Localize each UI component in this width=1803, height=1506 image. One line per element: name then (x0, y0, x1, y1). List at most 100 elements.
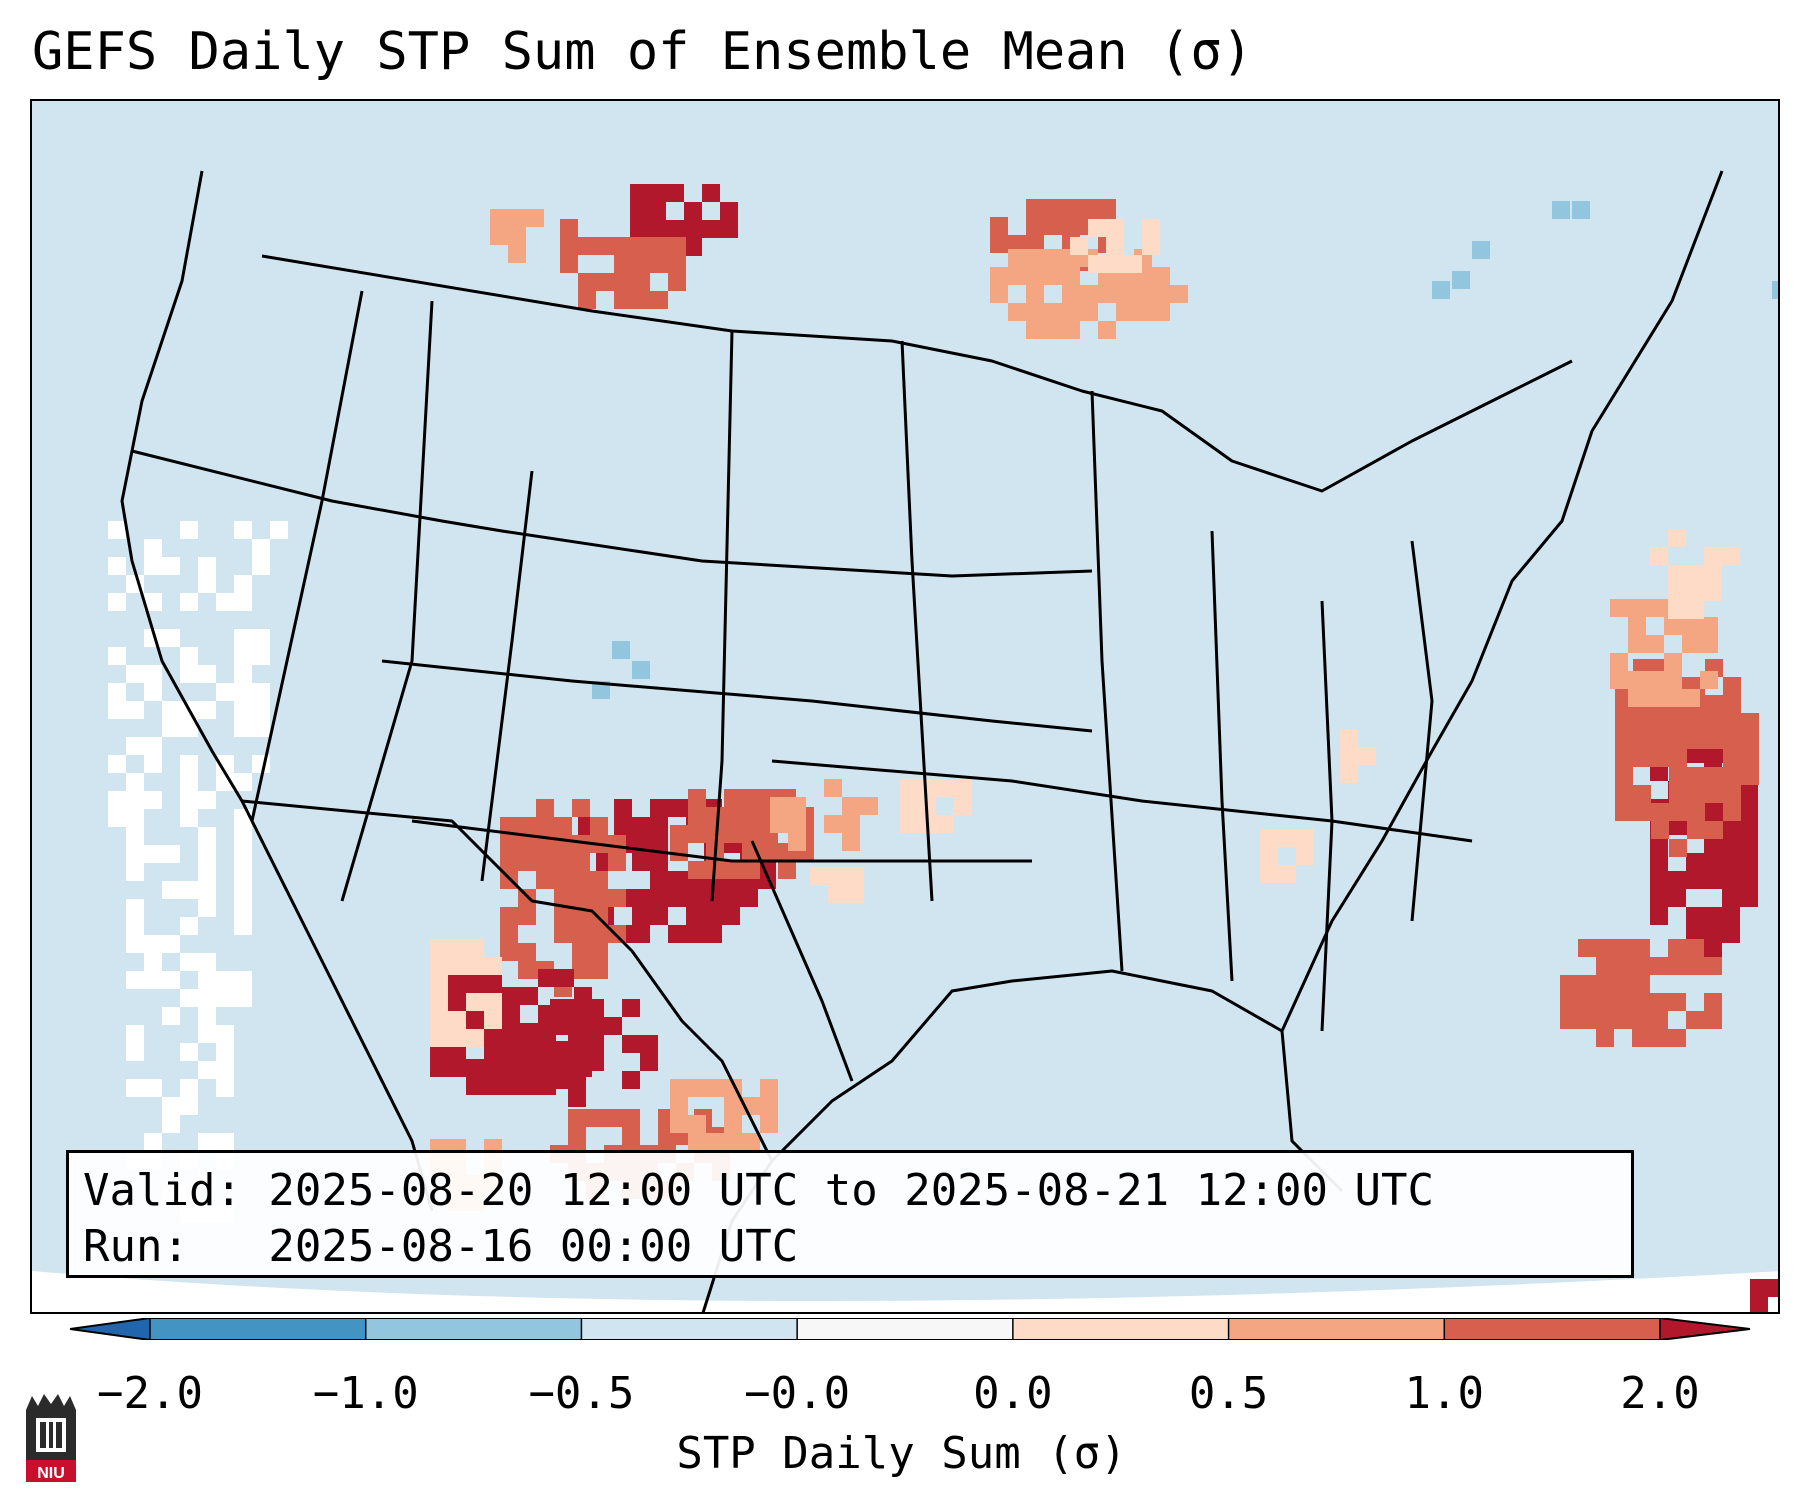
neutral-cell (252, 701, 270, 719)
neutral-cell (234, 989, 252, 1007)
anomaly-cell (724, 861, 742, 879)
anomaly-cell (842, 797, 860, 815)
anomaly-cell (842, 833, 860, 851)
neutral-cell (162, 845, 180, 863)
anomaly-cell (518, 943, 536, 961)
anomaly-cell (1062, 303, 1080, 321)
anomaly-cell (1664, 617, 1682, 635)
neutral-cell (180, 521, 198, 539)
anomaly-cell (1026, 303, 1044, 321)
anomaly-cell (1669, 749, 1687, 767)
neutral-cell (126, 863, 144, 881)
neutral-cell (252, 719, 270, 737)
anomaly-cell (1080, 303, 1098, 321)
anomaly-cell (1651, 821, 1669, 839)
anomaly-cell (954, 797, 972, 815)
neutral-cell (234, 971, 252, 989)
anomaly-cell (502, 1005, 520, 1023)
anomaly-cell (1628, 689, 1646, 707)
anomaly-cell (466, 1059, 484, 1077)
anomaly-cell (1124, 255, 1142, 273)
anomaly-cell (1669, 839, 1687, 857)
colorbar-bin (150, 1318, 367, 1340)
anomaly-cell (1614, 957, 1632, 975)
anomaly-cell (770, 797, 788, 815)
anomaly-cell (1686, 565, 1704, 583)
svg-text:NIU: NIU (37, 1465, 65, 1482)
anomaly-cell (1650, 907, 1668, 925)
anomaly-cell (1044, 303, 1062, 321)
anomaly-cell (1596, 1029, 1614, 1047)
neutral-cell (234, 719, 252, 737)
anomaly-cell (572, 925, 590, 943)
anomaly-cell (1722, 925, 1740, 943)
anomaly-cell (1669, 785, 1687, 803)
anomaly-cell (1044, 321, 1062, 339)
anomaly-cell (650, 237, 668, 255)
anomaly-cell (1134, 285, 1152, 303)
anomaly-cell (1668, 889, 1686, 907)
anomaly-cell (1669, 713, 1687, 731)
anomaly-cell (466, 1029, 484, 1047)
anomaly-cell (684, 220, 702, 238)
anomaly-cell (1704, 853, 1722, 871)
anomaly-cell (1668, 529, 1686, 547)
neutral-cell (216, 683, 234, 701)
anomaly-cell (742, 861, 760, 879)
anomaly-cell (1650, 957, 1668, 975)
neutral-cell (198, 1025, 216, 1043)
anomaly-cell (684, 202, 702, 220)
anomaly-cell (1106, 237, 1124, 255)
anomaly-cell (1633, 713, 1651, 731)
anomaly-cell (1705, 767, 1723, 785)
anomaly-cell (722, 907, 740, 925)
neutral-cell (198, 881, 216, 899)
neutral-cell (126, 665, 144, 683)
anomaly-cell (1668, 993, 1686, 1011)
neutral-cell (234, 827, 252, 845)
colorbar-tick-label: 0.0 (973, 1368, 1053, 1419)
neutral-cell (234, 899, 252, 917)
neutral-cell (126, 791, 144, 809)
anomaly-cell (1633, 749, 1651, 767)
anomaly-cell (1633, 731, 1651, 749)
anomaly-cell (1686, 957, 1704, 975)
neutral-cell (162, 557, 180, 575)
anomaly-cell (1134, 303, 1152, 321)
anomaly-cell (1026, 235, 1044, 253)
anomaly-cell (648, 202, 666, 220)
anomaly-cell (1705, 713, 1723, 731)
anomaly-cell (1668, 583, 1686, 601)
anomaly-cell (778, 861, 796, 879)
anomaly-cell (590, 925, 608, 943)
anomaly-cell (1704, 871, 1722, 889)
anomaly-cell (1578, 1011, 1596, 1029)
neutral-cell (126, 773, 144, 791)
anomaly-cell (668, 925, 686, 943)
anomaly-cell (578, 273, 596, 291)
anomaly-cell (604, 1109, 622, 1127)
anomaly-cell (430, 1059, 448, 1077)
anomaly-cell (742, 1133, 760, 1151)
anomaly-cell (1170, 285, 1188, 303)
colorbar-tick-label: 0.5 (1188, 1368, 1269, 1419)
anomaly-cell (1664, 689, 1682, 707)
neutral-cell (126, 1079, 144, 1097)
anomaly-cell (1260, 847, 1278, 865)
anomaly-cell (1704, 799, 1722, 817)
anomaly-cell (430, 1029, 448, 1047)
anomaly-cell (614, 817, 632, 835)
anomaly-cell (622, 1071, 640, 1089)
anomaly-cell (1152, 303, 1170, 321)
anomaly-cell (990, 235, 1008, 253)
anomaly-cell (1340, 765, 1358, 783)
neutral-cell (126, 899, 144, 917)
anomaly-cell (1596, 993, 1614, 1011)
anomaly-cell (484, 993, 502, 1011)
anomaly-cell (1628, 617, 1646, 635)
neutral-cell (144, 665, 162, 683)
anomaly-cell (466, 993, 484, 1011)
east-coast (1280, 170, 1724, 1193)
anomaly-cell (1704, 565, 1722, 583)
negative-cell (1572, 201, 1590, 219)
